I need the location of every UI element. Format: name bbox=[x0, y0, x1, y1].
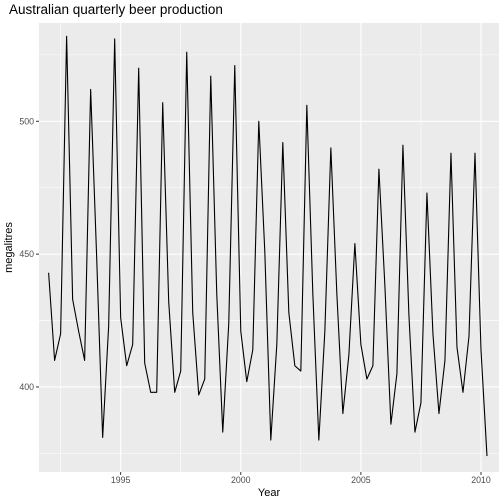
x-tick-label: 2000 bbox=[231, 475, 251, 485]
y-tick-label: 400 bbox=[19, 382, 34, 392]
x-tick-labels: 1995 2000 2005 2010 bbox=[111, 475, 491, 485]
y-tick-labels: 400 450 500 bbox=[19, 116, 34, 392]
chart-title: Australian quarterly beer production bbox=[9, 2, 223, 17]
y-tick-label: 450 bbox=[19, 249, 34, 259]
x-tick-label: 2005 bbox=[351, 475, 371, 485]
y-tick-label: 500 bbox=[19, 116, 34, 126]
x-axis-title: Year bbox=[258, 487, 281, 499]
y-axis-title: megalitres bbox=[3, 222, 15, 273]
plot-panel bbox=[39, 23, 499, 472]
axis-ticks bbox=[36, 120, 482, 475]
beer-production-line bbox=[48, 35, 488, 457]
minor-gridlines bbox=[39, 23, 499, 472]
x-tick-label: 2010 bbox=[471, 475, 491, 485]
x-tick-label: 1995 bbox=[111, 475, 131, 485]
